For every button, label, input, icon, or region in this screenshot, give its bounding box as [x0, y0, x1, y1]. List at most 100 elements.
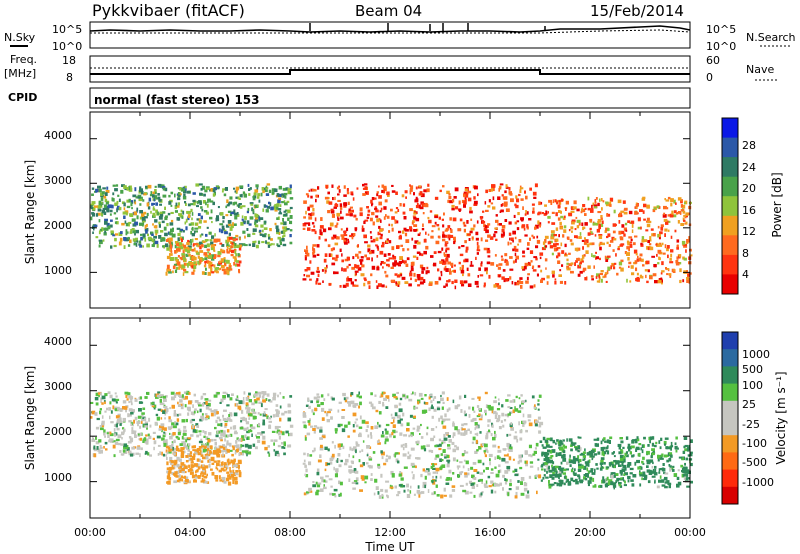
power-cell — [147, 206, 151, 210]
velocity-cell — [483, 450, 487, 453]
power-cell — [287, 209, 291, 214]
velocity-cell — [472, 462, 477, 465]
power-cell — [265, 209, 269, 213]
velocity-cell — [514, 431, 517, 434]
power-cell — [307, 227, 311, 231]
power-cell — [555, 212, 558, 217]
velocity-cell — [169, 432, 171, 435]
power-cell — [209, 252, 211, 256]
velocity-cell — [233, 476, 238, 481]
velocity-ytick-2000: 2000 — [44, 425, 72, 438]
power-cell — [686, 239, 690, 243]
power-cell — [453, 269, 456, 273]
power-cell — [521, 218, 524, 222]
velocity-cell — [312, 481, 315, 484]
velocity-cell — [378, 424, 381, 428]
velocity-cell — [257, 439, 261, 443]
velocity-cell — [283, 452, 286, 456]
velocity-cell — [435, 484, 438, 488]
power-cell — [132, 238, 137, 242]
power-cell — [522, 255, 526, 258]
power-cell — [159, 213, 164, 217]
velocity-cell — [146, 426, 148, 430]
velocity-cell — [348, 403, 352, 407]
power-cell — [241, 243, 246, 246]
velocity-cell — [627, 462, 632, 466]
power-colorbar-segment — [722, 215, 738, 236]
velocity-cell — [146, 423, 148, 427]
velocity-cell — [622, 456, 626, 459]
power-cell — [264, 220, 267, 224]
power-cell — [201, 244, 204, 248]
velocity-cell — [176, 470, 180, 475]
velocity-cell — [323, 398, 326, 401]
velocity-cell — [198, 404, 202, 407]
power-cell — [304, 222, 309, 225]
power-cell — [683, 204, 686, 209]
power-cell — [661, 270, 665, 273]
velocity-cell — [277, 426, 281, 428]
power-cell — [394, 273, 398, 276]
power-cell — [216, 270, 219, 274]
power-cell — [396, 245, 400, 249]
velocity-cell — [624, 467, 627, 471]
velocity-cell — [154, 421, 158, 426]
power-cell — [360, 261, 363, 265]
velocity-cell — [246, 410, 251, 414]
velocity-cell — [109, 433, 114, 437]
velocity-cell — [178, 430, 182, 433]
velocity-cell — [155, 395, 159, 399]
velocity-cell — [477, 459, 482, 464]
xtick-0800: 08:00 — [274, 526, 306, 539]
power-cell — [403, 227, 407, 231]
power-cell — [187, 203, 191, 207]
power-cell — [676, 247, 679, 250]
power-cell — [271, 188, 276, 192]
velocity-cell — [103, 400, 106, 403]
velocity-cell — [666, 459, 670, 463]
power-cell — [394, 219, 397, 222]
velocity-cell — [558, 442, 562, 447]
velocity-cell — [109, 394, 113, 399]
velocity-cell — [639, 470, 641, 473]
velocity-cell — [485, 411, 487, 416]
power-cell — [444, 244, 448, 247]
velocity-cell — [270, 415, 272, 418]
power-cell — [123, 215, 126, 219]
velocity-panel — [89, 317, 693, 519]
power-cell — [185, 188, 187, 191]
power-cell — [412, 215, 416, 218]
velocity-cell — [619, 485, 623, 488]
power-cell — [147, 184, 152, 189]
velocity-cell — [285, 430, 289, 434]
power-cell — [685, 212, 689, 216]
velocity-cell — [557, 452, 562, 457]
power-cell — [517, 280, 521, 284]
power-cell — [254, 189, 259, 193]
velocity-cell — [95, 392, 99, 397]
power-cell — [613, 209, 616, 214]
power-cell — [258, 216, 261, 221]
power-cell — [208, 265, 213, 269]
velocity-cell — [145, 440, 149, 445]
velocity-cell — [353, 404, 357, 408]
velocity-cell — [646, 459, 650, 462]
power-cell — [592, 222, 597, 226]
power-cell — [676, 256, 679, 260]
velocity-cell — [365, 429, 368, 433]
power-cell — [659, 244, 663, 247]
velocity-cell — [244, 450, 249, 454]
velocity-cell — [150, 402, 155, 405]
power-cell — [228, 236, 233, 240]
velocity-cell — [162, 453, 165, 457]
velocity-cell — [430, 437, 434, 442]
velocity-cell — [205, 436, 209, 440]
velocity-cell — [478, 408, 481, 411]
power-cell — [223, 257, 226, 260]
velocity-cell — [355, 482, 359, 485]
power-cell — [628, 261, 632, 265]
power-cell — [641, 236, 645, 240]
power-cell — [680, 204, 683, 208]
power-cell — [328, 253, 332, 257]
velocity-cell — [646, 465, 649, 468]
